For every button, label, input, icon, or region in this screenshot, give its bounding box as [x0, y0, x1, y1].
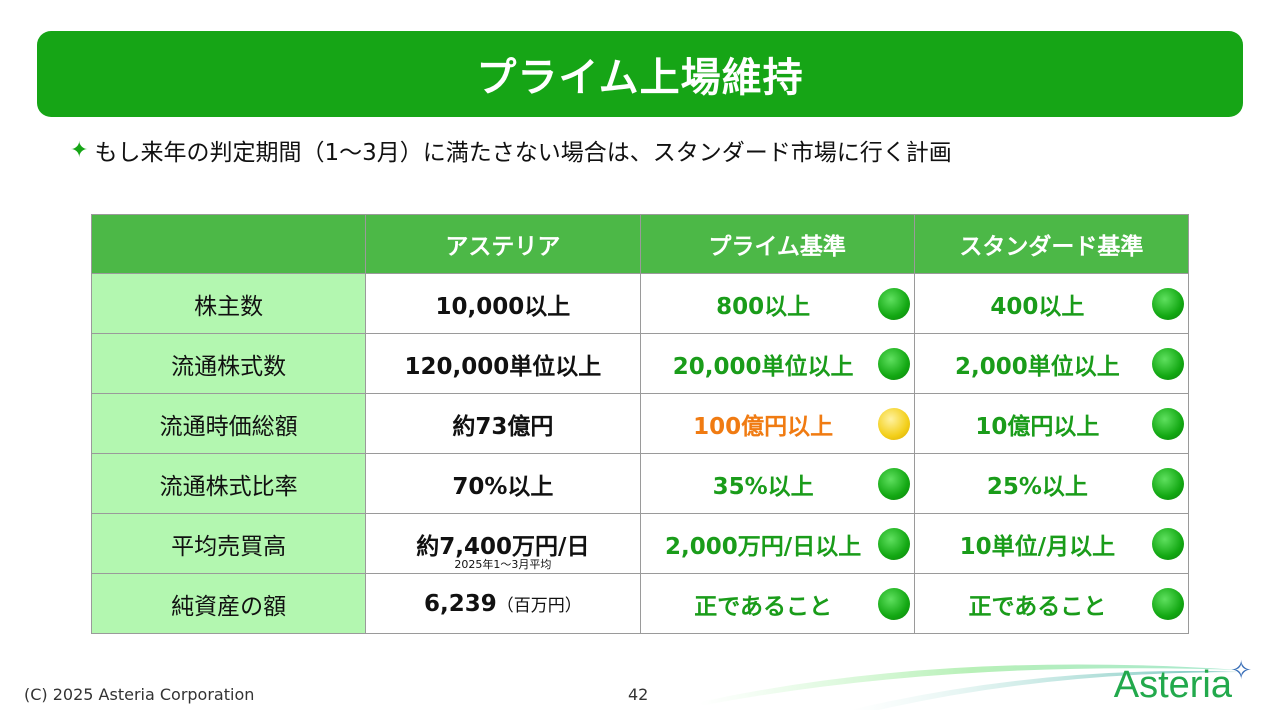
asteria-cell: 約7,400万円/日 2025年1～3月平均: [365, 513, 641, 574]
standard-criterion: 10億円以上: [975, 413, 1100, 440]
row-label: 平均売買高: [90, 513, 367, 574]
status-green-icon: [1152, 587, 1184, 620]
prime-criterion: 2,000万円/日以上: [665, 533, 862, 560]
prime-criterion-cell: 2,000万円/日以上: [639, 513, 915, 574]
standard-criterion: 10単位/月以上: [959, 533, 1116, 560]
star-bullet-icon: ✦: [70, 137, 89, 163]
status-green-icon: [877, 287, 910, 320]
prime-criterion-cell: 800以上: [639, 273, 915, 334]
status-green-icon: [877, 347, 910, 380]
status-green-icon: [1152, 527, 1184, 560]
prime-criterion: 800以上: [716, 293, 811, 320]
status-green-icon: [877, 467, 910, 500]
header-cell: プライム基準: [639, 214, 915, 274]
table-header-row: アステリア プライム基準 スタンダード基準: [90, 214, 1190, 274]
status-yellow-icon: [877, 407, 910, 440]
asteria-cell: 70%以上: [365, 453, 641, 514]
asteria-cell: 約73億円: [365, 393, 641, 454]
asteria-cell: 10,000以上: [365, 273, 641, 334]
standard-criterion-cell: 2,000単位以上: [913, 333, 1190, 394]
prime-criterion-cell: 20,000単位以上: [639, 333, 915, 394]
prime-criterion-cell: 35%以上: [639, 453, 915, 514]
row-label: 純資産の額: [90, 573, 367, 634]
copyright: (C) 2025 Asteria Corporation: [24, 685, 255, 704]
status-green-icon: [1152, 467, 1184, 500]
asteria-value: 10,000以上: [435, 293, 571, 320]
prime-criterion: 35%以上: [712, 473, 814, 500]
status-green-icon: [1152, 407, 1184, 440]
page-title: プライム上場維持: [476, 55, 804, 101]
title-bar: プライム上場維持: [37, 31, 1243, 117]
criteria-table: アステリア プライム基準 スタンダード基準 株主数 10,000以上 800以上 40…: [90, 214, 1190, 634]
asteria-value: 70%以上: [452, 473, 554, 500]
table-row: 流通株式比率 70%以上 35%以上 25%以上: [90, 453, 1190, 514]
asteria-logo: Asteria: [1113, 664, 1232, 706]
table-row: 純資産の額 6,239（百万円） 正であること 正であること: [90, 573, 1190, 634]
prime-criterion: 正であること: [694, 593, 833, 620]
standard-criterion-cell: 25%以上: [913, 453, 1190, 514]
asteria-value: 約73億円: [452, 413, 554, 440]
status-green-icon: [877, 587, 910, 620]
asteria-note: 2025年1～3月平均: [454, 558, 552, 571]
asteria-value: 約7,400万円/日: [416, 533, 590, 560]
status-green-icon: [1152, 287, 1184, 320]
status-green-icon: [877, 527, 910, 560]
table-row: 流通株式数 120,000単位以上 20,000単位以上 2,000単位以上: [90, 333, 1190, 394]
prime-criterion-cell: 100億円以上: [639, 393, 915, 454]
bullet-point: ✦ もし来年の判定期間（1～3月）に満たさない場合は、スタンダード市場に行く計画: [70, 133, 952, 167]
row-label: 流通時価総額: [90, 393, 367, 454]
table-row: 株主数 10,000以上 800以上 400以上: [90, 273, 1190, 334]
bullet-text: もし来年の判定期間（1～3月）に満たさない場合は、スタンダード市場に行く計画: [94, 140, 952, 166]
header-cell: [90, 214, 367, 274]
header-cell: スタンダード基準: [913, 214, 1190, 274]
row-label: 株主数: [90, 273, 367, 334]
table-row: 平均売買高 約7,400万円/日 2025年1～3月平均 2,000万円/日以上 10単…: [90, 513, 1190, 574]
asteria-value: 120,000単位以上: [404, 353, 602, 380]
standard-criterion-cell: 正であること: [913, 573, 1190, 634]
asteria-cell: 6,239（百万円）: [365, 573, 641, 634]
standard-criterion-cell: 10億円以上: [913, 393, 1190, 454]
prime-criterion: 20,000単位以上: [672, 353, 854, 380]
standard-criterion-cell: 400以上: [913, 273, 1190, 334]
standard-criterion: 正であること: [968, 593, 1107, 620]
asteria-unit: （百万円）: [496, 595, 582, 616]
status-green-icon: [1152, 347, 1184, 380]
page-number: 42: [628, 685, 649, 704]
standard-criterion-cell: 10単位/月以上: [913, 513, 1190, 574]
prime-criterion-cell: 正であること: [639, 573, 915, 634]
standard-criterion: 25%以上: [986, 473, 1088, 500]
decorative-swoosh: [700, 664, 1240, 710]
asteria-value: 6,239: [423, 590, 497, 617]
asteria-cell: 120,000単位以上: [365, 333, 641, 394]
logo-star-icon: ✧: [1230, 656, 1252, 686]
row-label: 流通株式数: [90, 333, 367, 394]
table-row: 流通時価総額 約73億円 100億円以上 10億円以上: [90, 393, 1190, 454]
row-label: 流通株式比率: [90, 453, 367, 514]
standard-criterion: 400以上: [990, 293, 1085, 320]
header-cell: アステリア: [365, 214, 641, 274]
standard-criterion: 2,000単位以上: [954, 353, 1120, 380]
prime-criterion: 100億円以上: [693, 413, 834, 440]
